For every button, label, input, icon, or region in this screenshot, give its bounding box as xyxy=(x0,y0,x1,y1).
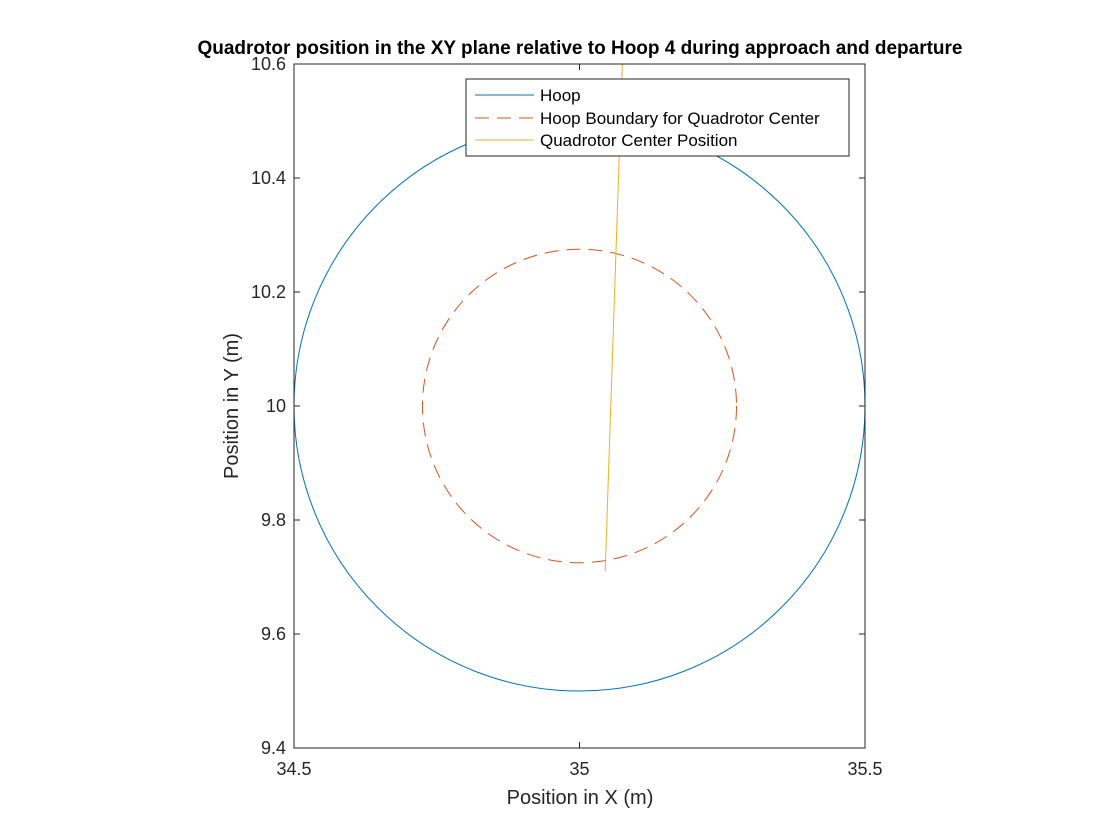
x-axis-label: Position in X (m) xyxy=(507,787,654,809)
y-tick-label: 9.4 xyxy=(261,738,286,758)
series-hoop-boundary-for-quadrotor-center xyxy=(421,248,738,564)
y-axis-label: Position in Y (m) xyxy=(221,333,243,479)
y-tick-label: 9.8 xyxy=(261,510,286,530)
plot-area xyxy=(294,64,865,748)
legend-label-hoop-boundary: Hoop Boundary for Quadrotor Center xyxy=(540,109,820,128)
x-tick-label: 34.5 xyxy=(276,759,311,779)
y-tick-label: 10.4 xyxy=(251,168,286,188)
legend-label-hoop: Hoop xyxy=(540,86,581,105)
chart-title: Quadrotor position in the XY plane relat… xyxy=(197,38,962,59)
legend-label-quadrotor-path: Quadrotor Center Position xyxy=(540,131,738,150)
y-tick-label: 9.6 xyxy=(261,624,286,644)
y-tick-label: 10.2 xyxy=(251,282,286,302)
y-tick-label: 10.6 xyxy=(251,54,286,74)
ticks-layer: 34.5 35 35.5 9.4 9.6 9.8 10 10.2 10.4 10.6 xyxy=(251,54,883,779)
x-tick-label: 35.5 xyxy=(847,759,882,779)
x-tick-label: 35 xyxy=(569,759,589,779)
legend: Hoop Hoop Boundary for Quadrotor Center … xyxy=(465,78,850,157)
y-tick-label: 10 xyxy=(266,396,286,416)
legend-box xyxy=(465,78,850,157)
